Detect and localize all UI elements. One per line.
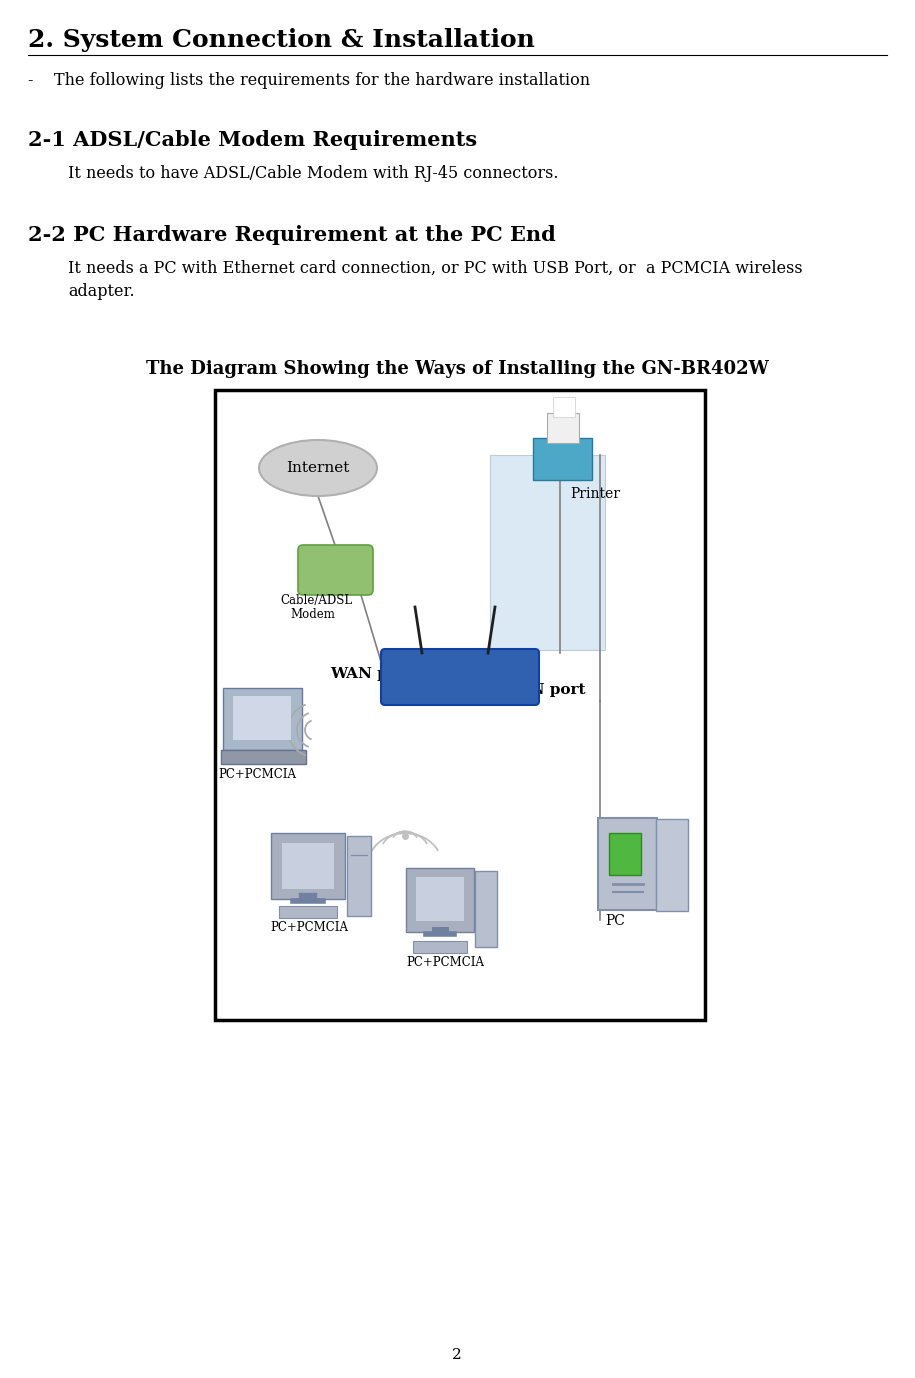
Text: 2-2 PC Hardware Requirement at the PC End: 2-2 PC Hardware Requirement at the PC En… [28,225,555,245]
FancyBboxPatch shape [416,876,464,921]
Text: 2. System Connection & Installation: 2. System Connection & Installation [28,28,535,52]
Text: Printer: Printer [570,486,620,502]
Text: Internet: Internet [286,462,350,475]
FancyBboxPatch shape [413,941,467,954]
FancyBboxPatch shape [282,843,334,889]
Text: It needs to have ADSL/Cable Modem with RJ-45 connectors.: It needs to have ADSL/Cable Modem with R… [68,165,558,182]
Text: PC+PCMCIA: PC+PCMCIA [406,956,484,969]
FancyBboxPatch shape [475,871,497,947]
FancyBboxPatch shape [598,819,657,909]
FancyBboxPatch shape [656,819,688,911]
Text: adapter.: adapter. [68,282,135,300]
Text: PC+PCMCIA: PC+PCMCIA [218,768,296,781]
Text: 2-1 ADSL/Cable Modem Requirements: 2-1 ADSL/Cable Modem Requirements [28,130,477,150]
FancyBboxPatch shape [221,750,306,763]
Text: It needs a PC with Ethernet card connection, or PC with USB Port, or  a PCMCIA w: It needs a PC with Ethernet card connect… [68,260,802,277]
Text: Modem: Modem [290,608,335,621]
FancyBboxPatch shape [406,868,474,932]
FancyBboxPatch shape [298,546,373,595]
Text: 2: 2 [452,1348,462,1361]
FancyBboxPatch shape [533,438,592,480]
Ellipse shape [259,440,377,496]
Text: The Diagram Showing the Ways of Installing the GN-BR402W: The Diagram Showing the Ways of Installi… [145,360,769,378]
Text: -    The following lists the requirements for the hardware installation: - The following lists the requirements f… [28,72,590,90]
FancyBboxPatch shape [381,649,539,706]
Text: Cable/ADSL: Cable/ADSL [280,594,352,606]
FancyBboxPatch shape [279,905,337,918]
FancyBboxPatch shape [490,455,605,650]
FancyBboxPatch shape [553,397,575,418]
FancyBboxPatch shape [271,832,345,898]
Text: PC: PC [605,914,625,927]
FancyBboxPatch shape [233,696,291,740]
FancyBboxPatch shape [223,688,302,750]
Bar [215,390,705,1020]
FancyBboxPatch shape [347,836,371,916]
FancyBboxPatch shape [609,832,641,875]
Text: WAN port: WAN port [330,667,413,681]
FancyBboxPatch shape [547,413,579,442]
Text: PC+PCMCIA: PC+PCMCIA [270,921,348,934]
Text: LAN port: LAN port [508,683,586,697]
